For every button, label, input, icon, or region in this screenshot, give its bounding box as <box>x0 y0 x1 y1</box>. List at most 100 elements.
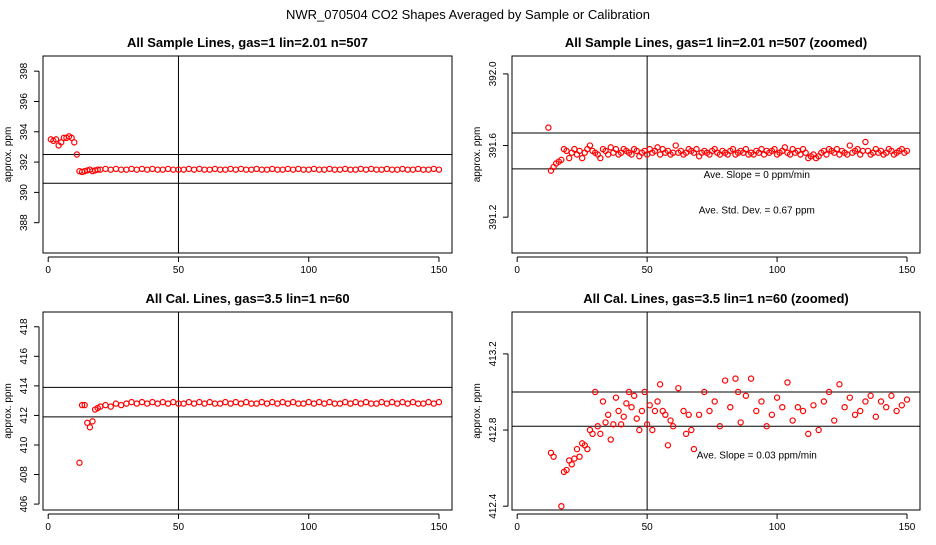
data-point <box>222 398 229 406</box>
data-point <box>73 151 81 158</box>
data-point <box>883 403 890 411</box>
annotation-text: Ave. Std. Dev. = 0.67 ppm <box>699 206 815 217</box>
data-point <box>336 400 344 407</box>
data-point <box>52 136 60 143</box>
data-point <box>550 453 557 460</box>
x-tick-label: 150 <box>431 522 448 533</box>
data-point <box>820 398 828 405</box>
data-point <box>274 166 281 173</box>
data-point <box>794 403 802 411</box>
data-point <box>107 166 114 173</box>
data-point <box>685 411 692 419</box>
data-point <box>144 166 151 173</box>
data-point <box>688 426 695 434</box>
data-point <box>117 401 125 409</box>
data-point <box>805 430 812 438</box>
data-point <box>669 423 677 430</box>
data-point <box>190 400 198 407</box>
data-point <box>399 398 406 406</box>
data-point <box>107 403 114 410</box>
y-tick-label: 418 <box>19 318 30 335</box>
data-point <box>295 165 302 173</box>
x-tick-label: 100 <box>300 265 317 276</box>
data-point <box>321 400 328 407</box>
data-point <box>196 165 203 173</box>
data-point <box>825 388 833 396</box>
data-point <box>279 398 286 406</box>
data-point <box>558 502 565 510</box>
y-axis-label: approx. ppm <box>3 127 14 183</box>
data-point <box>242 166 250 173</box>
x-tick-label: 0 <box>45 265 51 276</box>
panel-2: All Sample Lines, gas=1 lin=2.01 n=507 (… <box>472 35 921 276</box>
data-point <box>763 423 770 430</box>
data-point <box>701 388 708 396</box>
plot-frame <box>511 55 921 254</box>
y-tick-label: 391.2 <box>488 204 499 229</box>
y-tick-label: 410 <box>19 436 30 453</box>
data-point <box>310 400 318 407</box>
data-point <box>58 139 65 146</box>
data-point <box>347 166 354 173</box>
y-tick-label: 398 <box>19 62 30 79</box>
data-point <box>170 166 177 173</box>
data-point <box>86 424 94 431</box>
data-point <box>420 400 427 407</box>
data-point <box>558 156 565 164</box>
data-point <box>667 417 674 424</box>
data-point <box>180 400 187 407</box>
data-point <box>315 398 323 406</box>
x-tick-label: 150 <box>899 265 916 276</box>
data-point <box>737 419 744 426</box>
data-point <box>269 165 276 173</box>
data-point <box>617 421 625 428</box>
data-point <box>133 166 140 173</box>
panel-3: All Cal. Lines, gas=3.5 lin=1 n=60 0 50 100… <box>3 291 453 533</box>
x-tick-label: 50 <box>173 522 185 533</box>
data-point <box>76 459 83 466</box>
y-tick-label: 392.0 <box>488 61 499 86</box>
data-point <box>409 398 417 406</box>
plot-frame <box>511 311 921 511</box>
data-point <box>258 398 266 406</box>
data-point <box>357 400 365 407</box>
data-point <box>654 398 661 405</box>
data-point <box>781 144 789 151</box>
data-point <box>846 394 854 401</box>
data-point <box>149 165 156 173</box>
panel-1: All Sample Lines, gas=1 lin=2.01 n=507 0 5… <box>3 35 453 276</box>
y-axis-label: approx. ppm <box>472 383 483 439</box>
data-point <box>362 166 370 173</box>
data-point <box>133 400 140 407</box>
data-point <box>279 166 286 173</box>
data-point <box>594 423 601 430</box>
data-point <box>711 398 718 405</box>
data-point <box>643 421 651 428</box>
data-point <box>310 165 318 173</box>
data-point <box>573 445 581 453</box>
data-point <box>269 398 276 406</box>
data-point <box>331 400 338 407</box>
data-point <box>201 166 208 173</box>
figure-title: NWR_070504 CO2 Shapes Averaged by Sample… <box>286 7 650 22</box>
data-point <box>368 400 375 407</box>
x-tick-label: 0 <box>514 265 520 276</box>
data-point <box>164 165 172 173</box>
data-point <box>305 166 312 173</box>
data-point <box>232 398 239 406</box>
data-point <box>368 165 375 173</box>
data-point <box>190 166 198 173</box>
x-tick-label: 100 <box>300 522 317 533</box>
data-point <box>789 417 796 424</box>
data-point <box>154 166 161 173</box>
data-point <box>612 145 620 153</box>
data-point <box>102 401 109 409</box>
data-point <box>300 400 307 407</box>
data-point <box>680 407 687 415</box>
x-tick-label: 50 <box>642 265 654 276</box>
data-point <box>903 147 911 155</box>
x-tick-label: 150 <box>431 265 448 276</box>
data-point <box>71 139 78 146</box>
x-tick-label: 150 <box>899 522 916 533</box>
